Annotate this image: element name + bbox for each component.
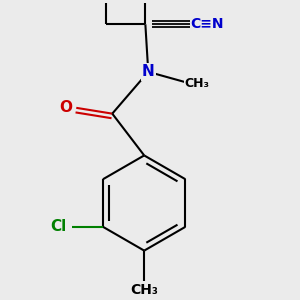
Text: C≡N: C≡N bbox=[191, 17, 224, 31]
Text: CH₃: CH₃ bbox=[184, 77, 209, 90]
Text: CH₃: CH₃ bbox=[130, 283, 158, 296]
Text: O: O bbox=[59, 100, 72, 115]
Text: Cl: Cl bbox=[50, 219, 66, 234]
Text: N: N bbox=[142, 64, 155, 79]
